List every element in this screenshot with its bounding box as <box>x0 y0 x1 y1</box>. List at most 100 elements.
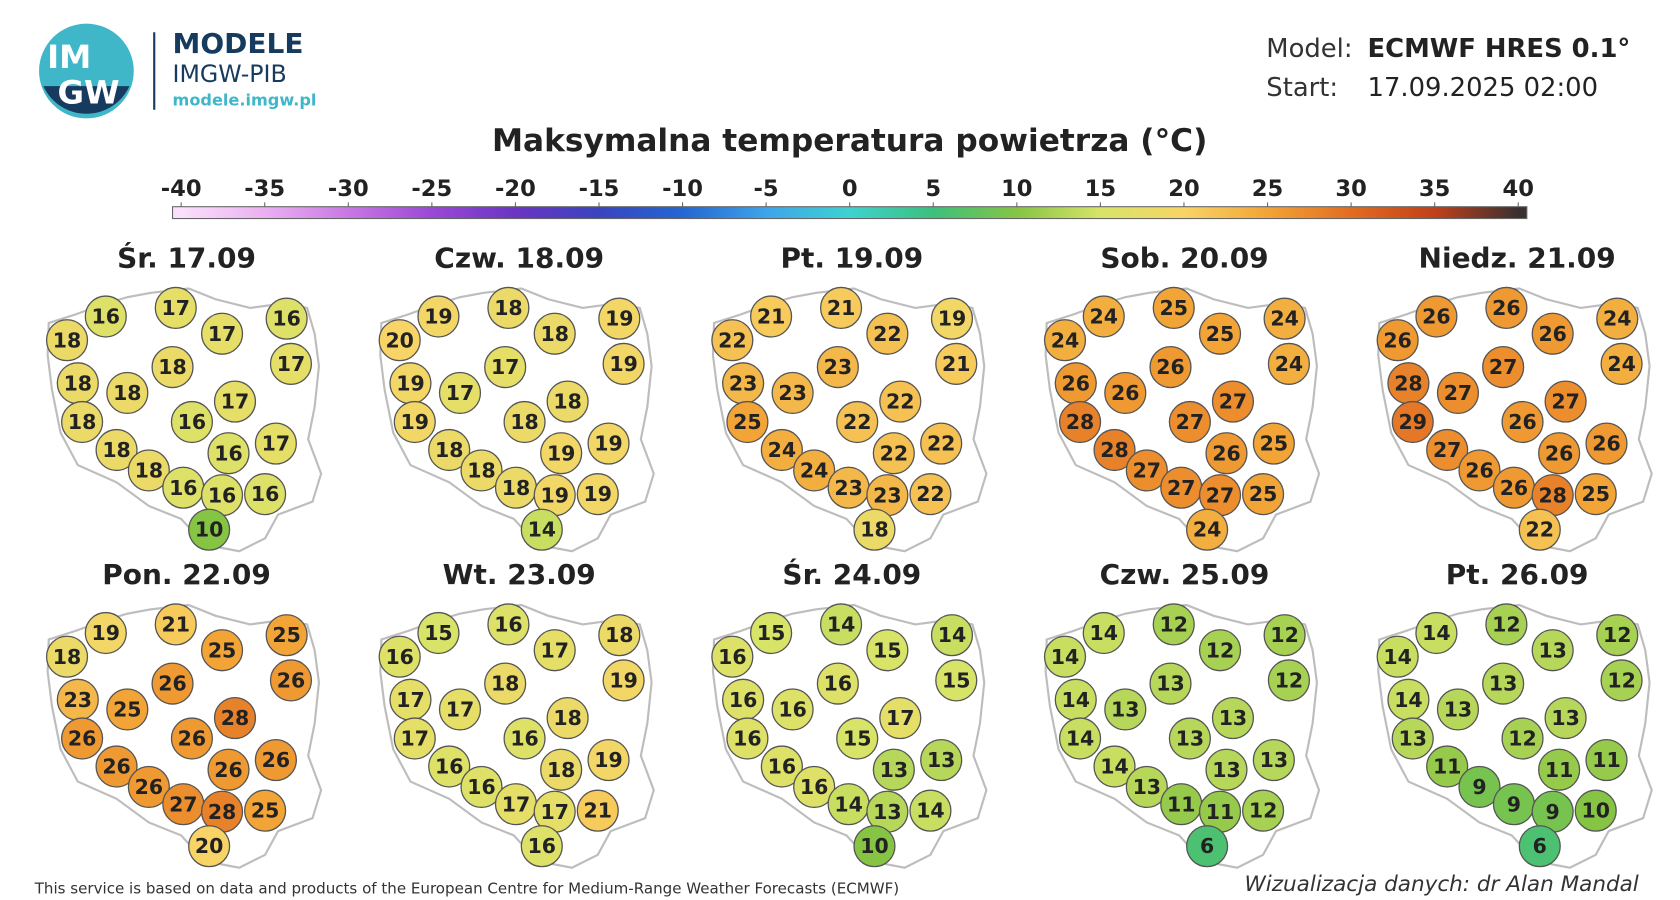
city-marker <box>154 286 197 329</box>
city-value: 16 <box>494 612 522 636</box>
city-marker <box>61 717 104 760</box>
city-marker <box>244 789 287 832</box>
city-marker <box>1205 432 1248 475</box>
city-marker <box>836 400 879 444</box>
city-marker <box>1600 659 1643 702</box>
city-marker <box>819 286 863 329</box>
city-value: 23 <box>778 381 806 405</box>
city-marker <box>1376 319 1419 362</box>
city-value: 26 <box>68 727 96 751</box>
city-marker <box>417 611 460 655</box>
city-marker <box>520 508 563 551</box>
city-value: 18 <box>68 410 96 434</box>
city-marker <box>1252 738 1295 782</box>
city-marker <box>935 659 978 702</box>
city-marker <box>930 297 974 340</box>
city-marker <box>1125 765 1168 809</box>
city-value: 26 <box>1500 476 1528 500</box>
city-marker <box>1152 286 1195 329</box>
city-marker <box>1391 400 1434 444</box>
city-value: 25 <box>113 698 141 722</box>
city-value: 13 <box>880 758 908 782</box>
city-value: 19 <box>609 668 637 692</box>
title: Maksymalna temperatura powietrza (°C) <box>492 123 1207 159</box>
city-value: 26 <box>1538 322 1566 346</box>
city-marker <box>200 312 244 355</box>
city-value: 24 <box>768 438 796 462</box>
city-marker <box>95 745 138 788</box>
city-value: 16 <box>778 698 806 722</box>
city-value: 18 <box>494 296 522 320</box>
city-value: 26 <box>1492 296 1520 320</box>
city-marker <box>84 295 127 338</box>
city-value: 27 <box>1176 410 1204 434</box>
city-marker <box>872 432 915 475</box>
city-marker <box>819 603 863 646</box>
city-value: 25 <box>1206 322 1234 346</box>
city-value: 26 <box>102 755 130 779</box>
city-value: 28 <box>221 706 249 730</box>
city-marker <box>1152 603 1195 646</box>
city-value: 18 <box>510 410 538 434</box>
city-value: 17 <box>162 296 190 320</box>
city-value: 26 <box>1545 441 1573 465</box>
city-value: 12 <box>1603 623 1631 647</box>
city-marker <box>711 319 754 362</box>
city-value: 25 <box>251 799 279 823</box>
city-value: 18 <box>135 459 163 483</box>
city-marker <box>909 473 952 516</box>
city-marker <box>1436 371 1480 415</box>
city-value: 19 <box>594 748 622 772</box>
city-value: 13 <box>1399 727 1427 751</box>
city-value: 18 <box>113 381 141 405</box>
city-marker <box>771 371 814 415</box>
city-value: 17 <box>540 800 568 824</box>
city-value: 16 <box>208 483 236 507</box>
city-value: 19 <box>609 352 637 376</box>
city-marker <box>879 696 922 740</box>
org: IMGW-PIB <box>173 60 287 88</box>
city-marker <box>1241 473 1285 516</box>
city-value: 18 <box>53 328 81 352</box>
city-marker <box>1149 662 1192 705</box>
city-value: 17 <box>502 792 530 816</box>
city-value: 18 <box>553 390 581 414</box>
city-value: 6 <box>1200 834 1214 858</box>
city-marker <box>188 508 231 551</box>
brand: MODELE <box>173 27 304 60</box>
city-value: 24 <box>1090 305 1118 329</box>
city-marker <box>1125 449 1168 492</box>
city-value: 14 <box>1383 645 1411 669</box>
city-marker <box>127 765 170 809</box>
city-value: 17 <box>491 355 519 379</box>
city-value: 17 <box>277 352 305 376</box>
url[interactable]: modele.imgw.pl <box>173 91 317 110</box>
city-value: 14 <box>916 799 944 823</box>
city-value: 18 <box>502 476 530 500</box>
city-marker <box>1198 629 1242 672</box>
city-value: 9 <box>1546 800 1560 824</box>
logo-wave <box>43 86 130 114</box>
city-value: 27 <box>1444 381 1472 405</box>
city-value: 22 <box>1526 518 1554 542</box>
city-value: 14 <box>827 612 855 636</box>
city-marker <box>1518 825 1561 868</box>
city-marker <box>771 688 814 731</box>
colorbar-tick-label: 0 <box>842 176 858 202</box>
city-value: 24 <box>1275 352 1303 376</box>
city-marker <box>1600 342 1643 385</box>
colorbar-tick-label: -5 <box>754 176 779 202</box>
city-value: 25 <box>1160 296 1188 320</box>
city-value: 27 <box>1167 476 1195 500</box>
logo-text: GW <box>58 74 120 112</box>
city-value: 16 <box>92 305 120 329</box>
city-marker <box>460 449 503 492</box>
credit: Wizualizacja danych: dr Alan Mandal <box>1244 872 1638 897</box>
city-value: 26 <box>1508 410 1536 434</box>
city-value: 17 <box>208 322 236 346</box>
city-value: 18 <box>547 758 575 782</box>
city-value: 16 <box>467 775 495 799</box>
